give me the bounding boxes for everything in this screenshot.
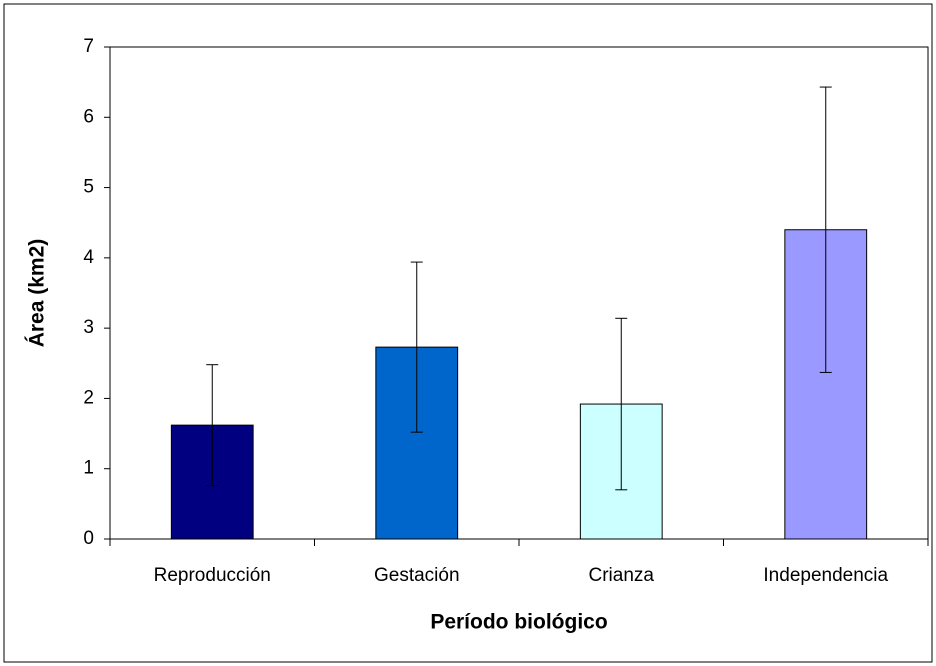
- chart-border: [3, 3, 933, 663]
- x-tick-label: Crianza: [589, 565, 655, 586]
- x-axis-label: Período biológico: [430, 611, 607, 634]
- y-tick-label: 2: [83, 387, 94, 408]
- y-tick-label: 5: [83, 177, 94, 198]
- y-tick-label: 4: [83, 247, 94, 268]
- y-tick-label: 6: [83, 106, 94, 127]
- x-tick-label: Reproducción: [154, 565, 271, 586]
- x-tick-label: Independencia: [763, 565, 888, 586]
- y-tick-label: 0: [83, 528, 94, 549]
- y-tick-label: 3: [83, 317, 94, 338]
- x-tick-label: Gestación: [374, 565, 460, 586]
- y-axis-label: Área (km2): [26, 239, 49, 348]
- y-tick-label: 7: [83, 36, 94, 57]
- y-tick-label: 1: [83, 458, 94, 479]
